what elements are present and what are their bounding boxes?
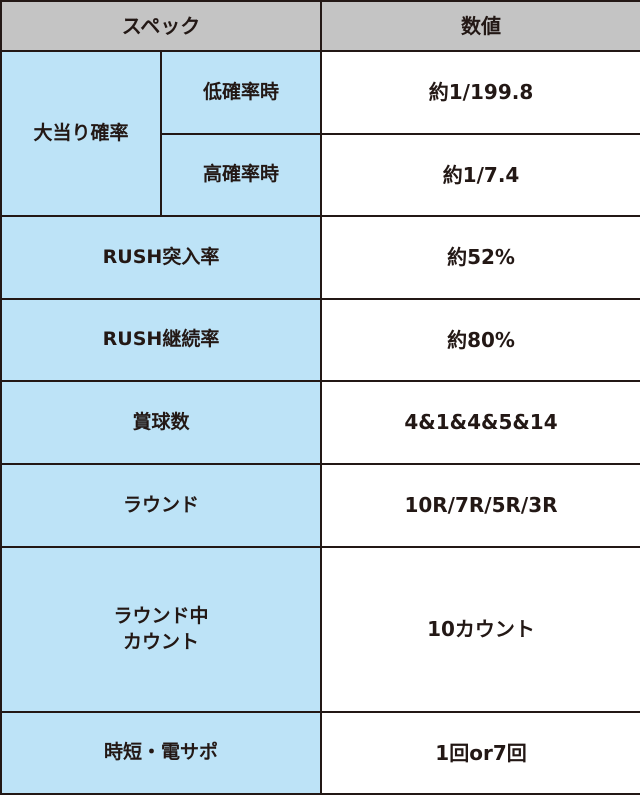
row-value: 1回or7回 xyxy=(320,711,640,795)
table-row: 賞球数 4&1&4&5&14 xyxy=(0,380,640,465)
row-value: 10カウント xyxy=(320,546,640,713)
header-spec: スペック xyxy=(0,0,323,52)
header-value: 数値 xyxy=(320,0,640,52)
row-sublabel: 高確率時 xyxy=(159,133,323,217)
row-label: RUSH継続率 xyxy=(0,298,323,382)
row-label: ラウンド中 カウント xyxy=(0,546,323,713)
row-value: 10R/7R/5R/3R xyxy=(320,463,640,548)
table-row: 大当り確率 低確率時 約1/199.8 xyxy=(0,50,640,217)
row-value: 約1/7.4 xyxy=(320,133,640,217)
row-label: ラウンド xyxy=(0,463,323,548)
table-row: ラウンド 10R/7R/5R/3R xyxy=(0,463,640,548)
table-row: ラウンド中 カウント 10カウント xyxy=(0,546,640,713)
table-row: RUSH継続率 約80% xyxy=(0,298,640,382)
row-value: 4&1&4&5&14 xyxy=(320,380,640,465)
row-label: 大当り確率 xyxy=(0,50,162,217)
row-value: 約52% xyxy=(320,215,640,300)
header-row: スペック 数値 xyxy=(0,0,640,52)
row-value: 約80% xyxy=(320,298,640,382)
row-label: 時短・電サポ xyxy=(0,711,323,795)
table-row: RUSH突入率 約52% xyxy=(0,215,640,300)
row-label: 賞球数 xyxy=(0,380,323,465)
row-sublabel: 低確率時 xyxy=(159,50,323,135)
table-row: 時短・電サポ 1回or7回 xyxy=(0,711,640,795)
row-label: RUSH突入率 xyxy=(0,215,323,300)
row-value: 約1/199.8 xyxy=(320,50,640,135)
